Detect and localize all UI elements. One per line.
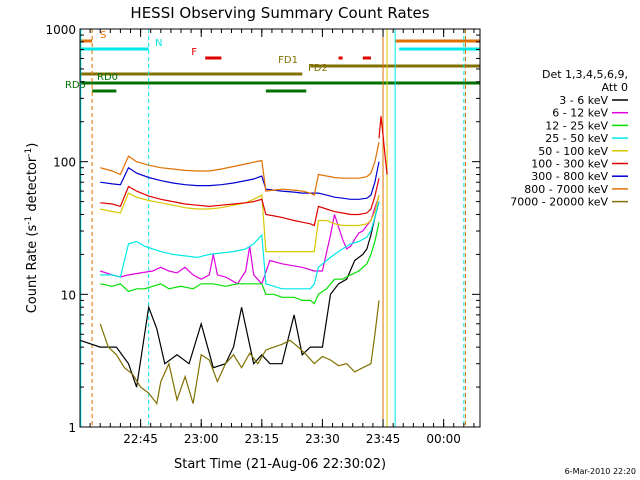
y-axis-label-sup2: -1: [24, 148, 34, 157]
legend-entry-300-800-kev: 300 - 800 keV: [531, 170, 608, 183]
series-line-3-6-kev: [79, 201, 380, 388]
flag-label-f: F: [191, 47, 197, 58]
plot-frame: [79, 28, 481, 428]
vertical-marker-lines: [80, 29, 466, 427]
flag-label-fd1: FD1: [278, 55, 298, 66]
legend-entry-50-100-kev: 50 - 100 keV: [538, 145, 608, 158]
series-lines: [79, 116, 388, 406]
footer-timestamp: 6-Mar-2010 22:20: [565, 467, 636, 476]
x-tick-label: 00:00: [426, 432, 461, 446]
x-tick-label: 23:15: [245, 432, 280, 446]
legend-entry-3-6-kev: 3 - 6 keV: [559, 94, 608, 107]
x-tick-label: 22:45: [123, 432, 158, 446]
series-line-50-100-kev: [100, 192, 380, 253]
y-tick-label: 10: [61, 288, 76, 302]
flag-label-s: S: [100, 30, 106, 41]
y-axis-label-sup1: -1: [24, 216, 34, 225]
flag-label-fd2: FD2: [308, 63, 328, 74]
flag-label-rd0: RD0: [97, 72, 118, 83]
flag-label-n: N: [155, 38, 162, 49]
legend-entry-100-300-kev: 100 - 300 keV: [531, 158, 608, 171]
legend-header-2: Att 0: [602, 81, 628, 94]
series-line-12-25-kev: [100, 222, 380, 305]
axis-ticks: 22:45 23:00 23:15 23:30 23:45 00:00 1 10 100 1000: [45, 23, 480, 446]
flag-label-rd5: RD5: [65, 80, 86, 91]
series-line-unlabeled-9: [378, 116, 388, 175]
y-tick-label: 100: [53, 156, 76, 170]
legend-header-1: Det 1,3,4,5,6,9,: [542, 68, 628, 81]
y-axis-label: Count Rate (s-1 detector-1): [24, 143, 40, 314]
x-tick-label: 23:30: [305, 432, 340, 446]
y-axis-label-close: ): [25, 143, 40, 148]
x-tick-label: 23:45: [366, 432, 401, 446]
y-axis-label-tail: detector: [25, 156, 40, 216]
legend-entry-800-7000-kev: 800 - 7000 keV: [524, 183, 608, 196]
series-line-100-300-kev: [100, 178, 380, 227]
legend-entry-6-12-kev: 6 - 12 keV: [552, 107, 608, 120]
series-line-800-7000-kev: [100, 142, 380, 196]
legend-entry-7000-20000-kev: 7000 - 20000 keV: [510, 196, 608, 209]
legend-entry-25-50-kev: 25 - 50 keV: [545, 132, 608, 145]
series-line-25-50-kev: [100, 201, 380, 290]
y-tick-label: 1: [68, 421, 76, 435]
y-axis-label-main: Count Rate (s: [25, 225, 40, 314]
series-line-7000-20000-kev: [99, 300, 380, 406]
flag-bars: S N F FD1 FD2 RD0 RD5: [65, 30, 480, 93]
legend-entry-12-25-kev: 12 - 25 keV: [545, 119, 608, 132]
y-tick-label: 1000: [45, 23, 76, 37]
x-tick-label: 23:00: [184, 432, 219, 446]
chart-title: HESSI Observing Summary Count Rates: [130, 4, 429, 22]
series-line-6-12-kev: [100, 195, 380, 285]
x-axis-label: Start Time (21-Aug-06 22:30:02): [174, 457, 386, 472]
